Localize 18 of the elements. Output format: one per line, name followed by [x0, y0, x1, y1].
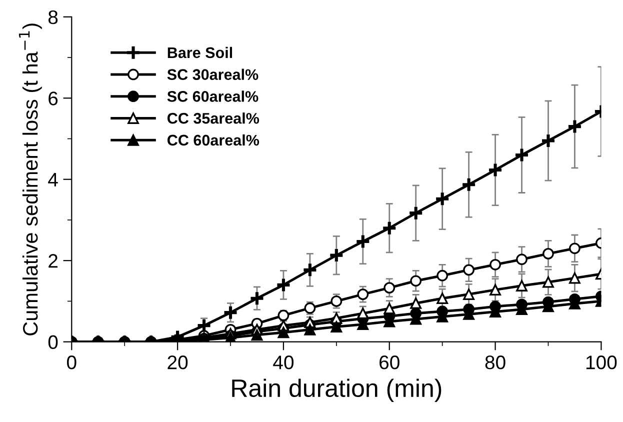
legend-label: Bare Soil: [168, 46, 232, 58]
x-tick-label: 60: [380, 356, 400, 370]
x-tick-label: 40: [273, 356, 294, 370]
y-axis-title: Cumulative sediment loss (t ha$^{−1}$): [18, 24, 42, 336]
y-tick-label: 0: [48, 335, 58, 350]
x-tick-label: 100: [586, 356, 617, 370]
legend-label: CC 35areal%: [168, 112, 260, 124]
legend-label: CC 60areal%: [168, 134, 260, 146]
y-tick-label: 6: [48, 92, 58, 106]
x-axis-title: Rain duration (min): [232, 378, 442, 402]
legend-label: SC 60areal%: [167, 90, 258, 102]
x-tick-label: 20: [168, 356, 188, 370]
y-tick-label: 4: [48, 173, 58, 186]
y-tick-label: 8: [48, 10, 58, 24]
legend-label: SC 30areal%: [167, 68, 258, 80]
y-tick-label: 2: [48, 254, 58, 268]
x-tick-label: 0: [67, 356, 76, 370]
x-tick-label: 80: [485, 356, 506, 370]
